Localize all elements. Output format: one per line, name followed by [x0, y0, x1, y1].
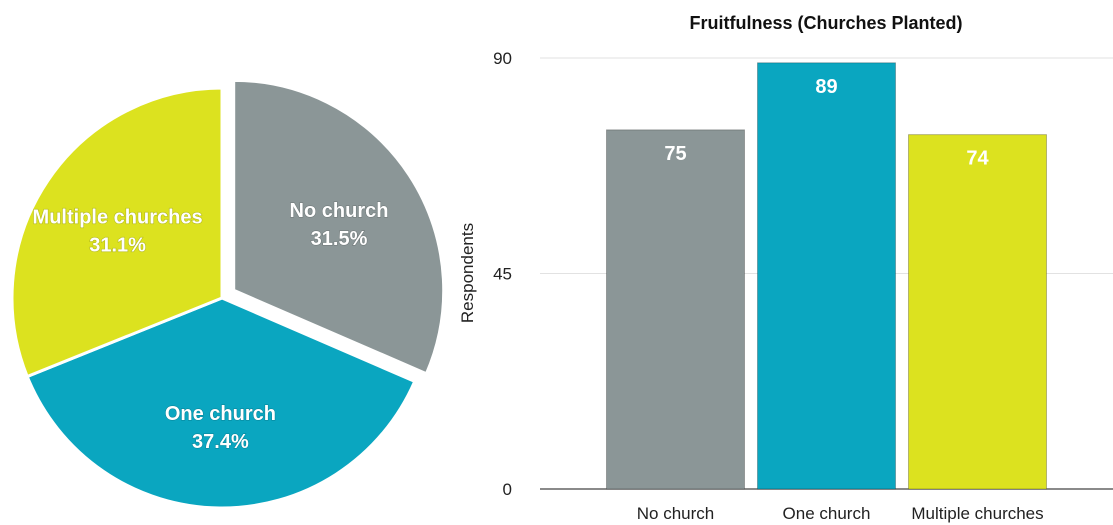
x-tick-label-multiple-churches: Multiple churches: [911, 504, 1043, 523]
x-axis-ticks: No church One church Multiple churches: [637, 504, 1044, 523]
bar-multiple-churches: [908, 134, 1047, 490]
pie-labels: No church 31.5% One church 37.4% Multiple ch…: [32, 200, 389, 454]
pie-slices: [10, 78, 446, 510]
bar-one-church: [757, 62, 896, 490]
pie-slice-no-church: [232, 78, 446, 376]
data-label-multiple-churches: 74: [966, 148, 989, 170]
pie-value-one-church: 37.4%: [192, 431, 249, 453]
pie-slice-multiple-churches: [10, 86, 224, 379]
pie-label-one-church: One church: [165, 403, 276, 425]
bars: 75 89 74: [606, 62, 1047, 490]
pie-value-no-church: 31.5%: [311, 228, 368, 250]
pie-slice-one-church: [25, 296, 417, 510]
bar-no-church: [606, 129, 745, 490]
x-tick-label-no-church: No church: [637, 504, 714, 523]
data-label-no-church: 75: [664, 143, 686, 165]
chart-title: Fruitfulness (Churches Planted): [689, 13, 962, 33]
y-tick-label-90: 90: [493, 49, 512, 68]
pie-label-multiple-churches: Multiple churches: [33, 207, 203, 229]
pie-label-no-church: No church: [290, 200, 389, 222]
y-axis-label: Respondents: [458, 223, 477, 323]
bar-chart: Fruitfulness (Churches Planted) 0 45 90 Re…: [458, 13, 1113, 523]
pie-chart: No church 31.5% One church 37.4% Multiple ch…: [10, 78, 446, 510]
y-tick-label-0: 0: [503, 480, 512, 499]
data-label-one-church: 89: [815, 76, 837, 98]
y-tick-label-45: 45: [493, 265, 512, 284]
y-axis-ticks: 0 45 90: [493, 49, 512, 499]
pie-value-multiple-churches: 31.1%: [89, 235, 146, 257]
x-tick-label-one-church: One church: [783, 504, 871, 523]
